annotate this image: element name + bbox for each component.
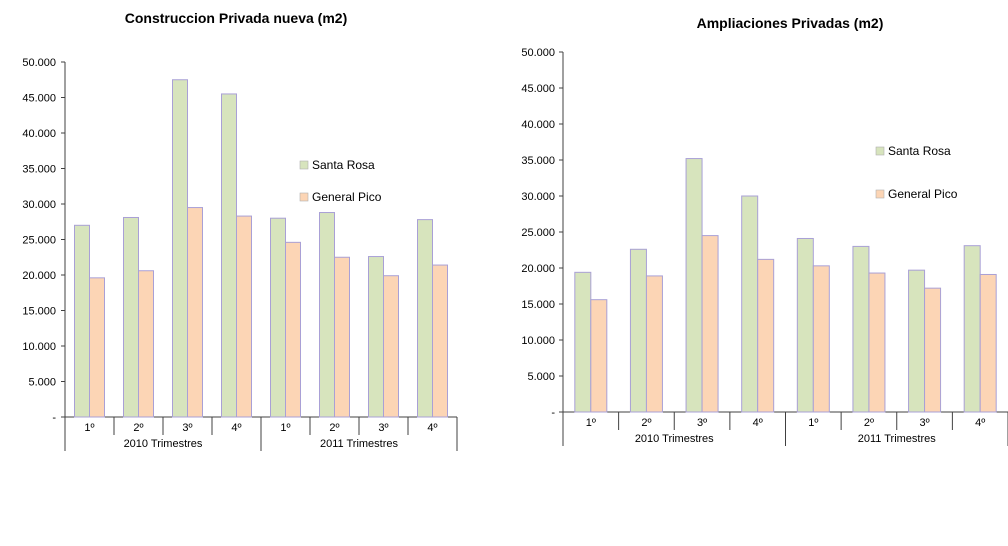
chart2-bar-santa-rosa (963, 245, 981, 413)
chart2-bar-santa-rosa (574, 271, 592, 413)
chart1-x-tick-label: 3º (378, 422, 388, 434)
chart2-y-tick-label: 35.000 (521, 155, 555, 167)
chart2-x-group-label: 2010 Trimestres (635, 433, 714, 445)
chart1-x-group-label: 2011 Trimestres (320, 438, 399, 450)
chart1-bar-general-pico (187, 207, 203, 418)
chart2-x-group-label: 2011 Trimestres (858, 433, 937, 445)
chart2-x-tick-label: 1º (586, 417, 596, 429)
chart1-x-tick-label: 3º (182, 422, 192, 434)
chart1-y-tick-label: 50.000 (22, 57, 56, 69)
chart2-x-tick-label: 3º (697, 417, 707, 429)
chart2-legend-label-general-pico: General Pico (888, 187, 958, 201)
chart2-y-tick-label: 30.000 (521, 191, 555, 203)
chart2-y-tick-label: 40.000 (521, 119, 555, 131)
chart1-bar-general-pico (334, 256, 350, 418)
chart2-legend-swatch-santa-rosa (875, 146, 885, 156)
chart2-y-tick-label: 20.000 (521, 263, 555, 275)
chart2-x-tick-label: 1º (808, 417, 818, 429)
chart1-x-tick-label: 2º (329, 422, 339, 434)
chart1-y-tick-label: 30.000 (22, 199, 56, 211)
chart1-y-tick-label: 5.000 (28, 377, 56, 389)
chart1-bar-santa-rosa (172, 79, 188, 418)
chart2-y-tick-label: 45.000 (521, 83, 555, 95)
chart1-legend-swatch-santa-rosa (299, 160, 309, 170)
chart2-x-tick-label: 4º (753, 417, 763, 429)
chart1-x-tick-label: 1º (84, 422, 94, 434)
chart1-y-tick-label: 25.000 (22, 235, 56, 247)
chart1-y-tick-label: 20.000 (22, 270, 56, 282)
chart1-y-tick-label: 40.000 (22, 128, 56, 140)
chart2-bar-general-pico (979, 273, 997, 413)
chart1-bar-general-pico (236, 215, 252, 418)
chart1-bar-general-pico (285, 241, 301, 418)
chart1-x-tick-label: 4º (427, 422, 437, 434)
chart2-bar-general-pico (812, 265, 830, 413)
chart2-bar-general-pico (757, 258, 775, 413)
chart2-bar-santa-rosa (685, 158, 703, 413)
chart1-bar-santa-rosa (123, 216, 139, 418)
chart1-bar-general-pico (383, 275, 399, 418)
chart2-y-tick-label: 5.000 (527, 371, 555, 383)
chart2-legend-swatch-general-pico (875, 189, 885, 199)
chart1-y-tick-label: 10.000 (22, 341, 56, 353)
chart2-bar-general-pico (924, 287, 942, 413)
chart2-x-tick-label: 2º (641, 417, 651, 429)
chart2-y-tick-label: 10.000 (521, 335, 555, 347)
chart1-x-group-label: 2010 Trimestres (124, 438, 203, 450)
chart1-x-tick-label: 4º (231, 422, 241, 434)
chart2-x-tick-label: 4º (975, 417, 985, 429)
chart2-bar-santa-rosa (852, 245, 870, 413)
chart2-y-tick-label: - (551, 407, 555, 419)
chart1-x-tick-label: 1º (280, 422, 290, 434)
chart1-y-tick-label: 35.000 (22, 164, 56, 176)
chart1-bar-santa-rosa (74, 224, 90, 418)
chart2-title: Ampliaciones Privadas (m2) (697, 15, 884, 31)
chart1-bar-general-pico (138, 270, 154, 418)
chart1-bar-santa-rosa (221, 93, 237, 418)
chart2-bar-general-pico (590, 299, 608, 413)
chart2-legend-label-santa-rosa: Santa Rosa (888, 144, 951, 158)
chart2-bar-general-pico (701, 235, 719, 413)
chart1-x-tick-label: 2º (133, 422, 143, 434)
chart2-y-tick-label: 25.000 (521, 227, 555, 239)
chart2-bar-santa-rosa (908, 269, 926, 413)
chart1-legend-swatch-general-pico (299, 192, 309, 202)
chart1-bar-general-pico (432, 264, 448, 418)
chart1-y-tick-label: 45.000 (22, 93, 56, 105)
chart1-legend-label-santa-rosa: Santa Rosa (312, 158, 375, 172)
chart2-x-tick-label: 2º (864, 417, 874, 429)
chart2-y-tick-label: 50.000 (521, 47, 555, 59)
chart2-bar-santa-rosa (796, 237, 814, 413)
chart2-x-tick-label: 3º (919, 417, 929, 429)
chart2-y-tick-label: 15.000 (521, 299, 555, 311)
chart1-bar-general-pico (89, 277, 105, 418)
chart1-bar-santa-rosa (270, 217, 286, 418)
chart2-bar-general-pico (868, 272, 886, 413)
chart1-bar-santa-rosa (319, 212, 335, 418)
chart2-bar-general-pico (645, 275, 663, 413)
chart2-bar-santa-rosa (629, 248, 647, 413)
chart1-y-tick-label: 15.000 (22, 306, 56, 318)
chart1-legend-label-general-pico: General Pico (312, 190, 382, 204)
chart1-bar-santa-rosa (368, 256, 384, 418)
chart1-y-tick-label: - (52, 412, 56, 424)
chart1-title: Construccion Privada nueva (m2) (125, 10, 348, 26)
chart2-bar-santa-rosa (741, 195, 759, 413)
chart1-bar-santa-rosa (417, 219, 433, 418)
